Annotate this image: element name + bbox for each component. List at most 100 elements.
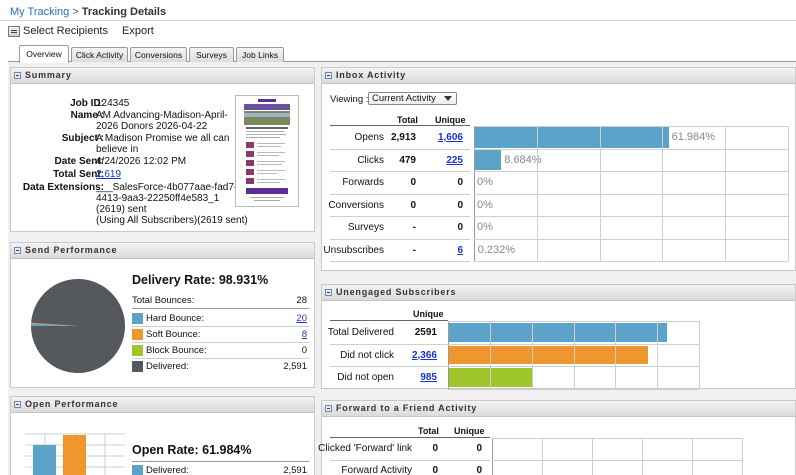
inbox-row-surveys-total: - [412, 222, 416, 233]
total-sent-label: Total Sent: [53, 169, 104, 180]
forward-col-total: Total [418, 426, 439, 436]
job-id-value: 124345 [96, 98, 130, 109]
open-bar-opens [63, 435, 86, 475]
unengaged-subscribers-panel: Unengaged Subscribers Unique Total Deliv… [321, 284, 796, 390]
inbox-row-conversions-total: 0 [410, 199, 416, 211]
unengaged-col-unique: Unique [413, 309, 444, 319]
data-extensions-label: Data Extensions: [22, 182, 104, 193]
data-extension-line3: (2619) sent [96, 204, 147, 215]
inbox-row-conversions-label: Conversions [328, 199, 384, 211]
unengaged-row-did-not-click-label: Did not click [340, 349, 394, 361]
email-thumbnail[interactable] [235, 95, 299, 207]
name-value-line2: 2026 Donors 2026-04-22 [96, 121, 208, 132]
inbox-row-clicks-total: 479 [399, 154, 416, 166]
unengaged-row-total-delivered-label: Total Delivered [327, 327, 394, 338]
collapse-icon[interactable] [14, 72, 21, 79]
inbox-row-forwards-unique: 0 [457, 177, 463, 188]
total-sent-link[interactable]: 2,619 [96, 169, 122, 180]
inbox-row-forwards-total: 0 [410, 177, 416, 188]
block-bounce-value: 0 [301, 345, 307, 356]
inbox-row-opens-label: Opens [354, 132, 384, 143]
unengaged-row-did-not-open-value[interactable]: 985 [420, 372, 437, 383]
forward-row-forward-activity-total: 0 [432, 465, 438, 475]
subject-value-line2: believe in [96, 144, 139, 155]
inbox-bar-clicks [474, 149, 502, 170]
inbox-pct-opens: 61.984% [671, 131, 716, 143]
open-delivered-value: 2,591 [283, 465, 307, 475]
summary-header: Summary [11, 68, 314, 84]
delivery-rate: Delivery Rate: 98.931% [132, 273, 269, 287]
data-extension-line4: (Using All Subscribers)(2619 sent) [96, 215, 248, 226]
tab-surveys[interactable]: Surveys [189, 47, 234, 62]
unengaged-row-did-not-click-value[interactable]: 2,366 [411, 349, 437, 361]
data-extension-line2: 4413-9aa3-22250ff4e583_1 [96, 193, 220, 204]
collapse-icon[interactable] [325, 72, 332, 79]
tab-job-links[interactable]: Job Links [236, 47, 284, 62]
forward-row-forward-activity-label: Forward Activity [341, 465, 412, 475]
pie-slice-hard-bounce [31, 323, 78, 326]
toolbar: Select Recipients Export [8, 25, 168, 37]
tab-strip [8, 46, 796, 62]
forward-row-clicked-forward-link-total: 0 [432, 443, 438, 454]
tab-click-activity[interactable]: Click Activity [71, 47, 128, 62]
collapse-icon[interactable] [325, 289, 332, 296]
unengaged-bar-total-delivered [449, 323, 667, 342]
collapse-icon[interactable] [325, 405, 332, 412]
inbox-pct-unsubscribes: 0.232% [477, 243, 516, 256]
soft-bounce-swatch [132, 329, 143, 340]
select-recipients-button[interactable]: Select Recipients [23, 25, 108, 37]
breadcrumb-my-tracking-link[interactable]: My Tracking [10, 6, 70, 18]
forward-title: Forward to a Friend Activity [336, 403, 478, 413]
email-preview-image [236, 96, 298, 206]
block-bounce-swatch [132, 345, 143, 356]
viewing-label: Viewing : [330, 94, 369, 105]
hard-bounce-link[interactable]: 20 [296, 313, 307, 324]
date-sent-label: Date Sent: [54, 156, 104, 167]
inbox-col-total: Total [397, 115, 418, 125]
inbox-activity-header: Inbox Activity [322, 68, 795, 84]
inbox-activity-title: Inbox Activity [336, 70, 406, 80]
recipients-icon[interactable] [8, 25, 20, 37]
chevron-down-icon [444, 96, 452, 101]
collapse-icon[interactable] [14, 247, 21, 254]
inbox-row-forwards-label: Forwards [342, 177, 384, 188]
header-divider [0, 20, 796, 21]
inbox-row-clicks-label: Clicks [357, 154, 384, 166]
unengaged-bar-did-not-click [449, 345, 649, 364]
hard-bounce-label: Hard Bounce: [146, 313, 205, 324]
forward-row-forward-activity-unique: 0 [476, 465, 482, 475]
forward-row-clicked-forward-link-label: Clicked 'Forward' link [318, 443, 412, 454]
inbox-col-unique: Unique [435, 115, 466, 125]
send-performance-header: Send Performance [11, 243, 314, 259]
tab-overview[interactable]: Overview [19, 45, 69, 63]
subject-value-line1: A Madison Promise we all can [96, 133, 230, 144]
block-bounce-label: Block Bounce: [146, 345, 207, 356]
breadcrumb-current: Tracking Details [81, 6, 167, 18]
inbox-pct-conversions: 0% [477, 198, 493, 211]
name-label: Name : [70, 110, 104, 121]
send-performance-title: Send Performance [25, 245, 118, 255]
open-performance-panel: Open Performance Open Rate: 61.984% Deli… [10, 396, 315, 475]
forward-to-friend-panel: Forward to a Friend Activity Total Uniqu… [318, 400, 796, 475]
collapse-icon[interactable] [14, 401, 21, 408]
delivered-value: 2,591 [283, 361, 307, 372]
inbox-row-unsubscribes-label: Unsubscribes [323, 244, 384, 256]
forward-header: Forward to a Friend Activity [322, 401, 795, 417]
tab-conversions[interactable]: Conversions [130, 47, 187, 62]
send-performance-pie-chart [31, 279, 125, 373]
export-button[interactable]: Export [122, 25, 154, 37]
open-delivered-swatch [132, 465, 143, 475]
inbox-activity-panel: Inbox Activity Viewing : Current Activit… [321, 67, 796, 271]
delivered-swatch [132, 361, 143, 372]
viewing-select[interactable]: Current Activity [368, 92, 457, 105]
soft-bounce-link[interactable]: 8 [301, 329, 307, 340]
inbox-pct-clicks: 8.684% [504, 153, 542, 166]
inbox-row-surveys-unique: 0 [457, 222, 463, 233]
open-performance-title: Open Performance [25, 399, 119, 409]
inbox-row-unsubscribes-unique[interactable]: 6 [457, 244, 463, 256]
subject-label: Subject : [61, 133, 104, 144]
total-bounces-label: Total Bounces: [132, 295, 195, 306]
inbox-row-opens-unique[interactable]: 1,606 [437, 132, 463, 143]
open-rate: Open Rate: 61.984% [132, 443, 252, 457]
inbox-row-clicks-unique[interactable]: 225 [446, 154, 463, 166]
